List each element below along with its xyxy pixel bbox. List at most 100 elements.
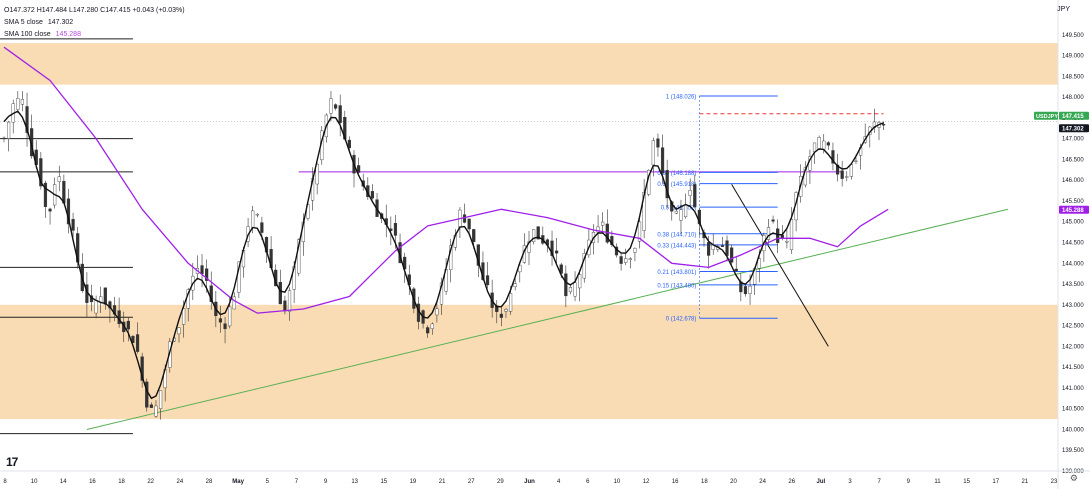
- candle-body: [707, 242, 711, 256]
- candle-body: [435, 308, 439, 316]
- candle-body: [430, 323, 434, 329]
- candle-body: [513, 283, 517, 287]
- candle-body: [126, 320, 130, 330]
- candle-body: [278, 281, 282, 305]
- candle-body: [882, 124, 886, 126]
- candle-body: [771, 219, 775, 222]
- price-tick-label: 147.000: [1062, 137, 1084, 143]
- time-tick-label: 21: [439, 479, 446, 485]
- price-tick-label: 149.500: [1062, 33, 1084, 39]
- time-tick-label: 19: [410, 479, 417, 485]
- price-tick-label: 141.500: [1062, 365, 1084, 371]
- candle-body: [232, 296, 236, 310]
- candle-body: [555, 250, 559, 254]
- candle-body: [223, 323, 227, 330]
- time-tick-label: 14: [60, 479, 67, 485]
- price-tick-label: 149.000: [1062, 54, 1084, 60]
- time-tick-label: 17: [992, 479, 999, 485]
- price-tick-label: 139.000: [1062, 469, 1084, 475]
- candle-body: [564, 273, 568, 297]
- candle-body: [840, 170, 844, 179]
- candle-body: [20, 99, 25, 105]
- candle-body: [16, 98, 20, 110]
- time-tick-label: 7: [295, 479, 299, 485]
- price-tick-label: 148.500: [1062, 74, 1084, 80]
- time-axis[interactable]: 8 10 14 16 18 22 24 28 May 5 7 9 13 15 19 21 27 29 Jun 4 6 10…: [0, 470, 1090, 485]
- currency-label: JPY: [1057, 6, 1070, 13]
- candle-body: [71, 219, 75, 231]
- fib-level-label: 0.15 (143.480): [657, 283, 696, 289]
- candle-body: [218, 318, 223, 323]
- sma100-line: [3, 46, 889, 314]
- candle-body: [532, 229, 536, 242]
- zone-band: [0, 43, 1058, 85]
- sma100-legend[interactable]: SMA 100 close 145.288: [4, 30, 81, 39]
- time-tick-label: Jun: [524, 479, 535, 485]
- sma5-line: [3, 110, 884, 400]
- sma5-value: 147.302: [47, 19, 74, 26]
- candle-body: [158, 390, 163, 409]
- candle-body: [7, 121, 11, 139]
- candle-body: [25, 106, 29, 133]
- time-tick-label: 9: [324, 479, 328, 485]
- candle-body: [817, 137, 821, 150]
- time-tick-label: 3: [848, 479, 852, 485]
- candle-body: [504, 309, 508, 312]
- candle-body: [757, 258, 761, 269]
- candle-body: [94, 300, 98, 314]
- price-tick-label: 145.500: [1062, 199, 1084, 205]
- last-price-badge-bg: [1059, 111, 1089, 120]
- candle-body: [57, 176, 61, 182]
- candle-body: [287, 290, 292, 312]
- time-tick-label: 12: [643, 479, 650, 485]
- sma100-label: SMA 100 close: [4, 31, 51, 38]
- candle-body: [633, 248, 637, 253]
- candle-body: [845, 176, 849, 178]
- candle-body: [679, 209, 683, 221]
- candle-body: [822, 140, 826, 150]
- candle-body: [205, 268, 209, 281]
- time-tick-label: 29: [497, 479, 504, 485]
- candle-body: [154, 405, 158, 417]
- time-tick-label: 20: [730, 479, 737, 485]
- candle-body: [849, 164, 853, 177]
- candle-body: [776, 228, 780, 243]
- price-tick-label: 146.500: [1062, 157, 1084, 163]
- candle-body: [665, 170, 669, 199]
- candle-body: [2, 137, 6, 140]
- gear-icon[interactable]: ⚙: [1069, 473, 1078, 483]
- candle-body: [315, 164, 319, 185]
- sma5-legend[interactable]: SMA 5 close 147.302: [4, 18, 73, 27]
- candle-body: [393, 222, 398, 236]
- sma100-path: [3, 46, 889, 314]
- candle-body: [674, 210, 678, 214]
- candle-body: [329, 98, 333, 114]
- candle-body: [43, 182, 48, 207]
- time-tick-label: May: [232, 479, 244, 485]
- symbol-badge-bg: [1034, 111, 1058, 120]
- time-tick-label: Jul: [817, 479, 826, 485]
- time-tick-label: 11: [934, 479, 941, 485]
- candle-body: [748, 285, 752, 294]
- candle-body: [182, 308, 186, 325]
- candle-body: [467, 218, 471, 230]
- candle-body: [39, 158, 43, 187]
- candle-body: [251, 210, 255, 228]
- fib-level-label: 0.21 (143.801): [657, 270, 696, 276]
- candle-body: [651, 140, 655, 166]
- price-axis[interactable]: 139.000 139.500 140.000 140.500 141.000 141.5…: [1057, 0, 1084, 489]
- candle-body: [628, 258, 632, 261]
- time-tick-label: 16: [89, 479, 96, 485]
- candle-body: [103, 287, 107, 305]
- time-tick-label: 27: [468, 479, 475, 485]
- time-tick-label: 8: [3, 479, 7, 485]
- ohlc-values: O147.372 H147.484 L147.280 C147.415 +0.0…: [4, 7, 185, 14]
- last-price-badge-value: 147.415: [1062, 114, 1084, 120]
- candle-body: [333, 104, 338, 109]
- time-tick-label: 26: [788, 479, 795, 485]
- time-tick-label: 16: [672, 479, 679, 485]
- candle-body: [619, 256, 623, 264]
- zone-band: [0, 304, 1058, 420]
- price-badges: USDJPY 147.415 147.302 145.288: [1034, 111, 1089, 214]
